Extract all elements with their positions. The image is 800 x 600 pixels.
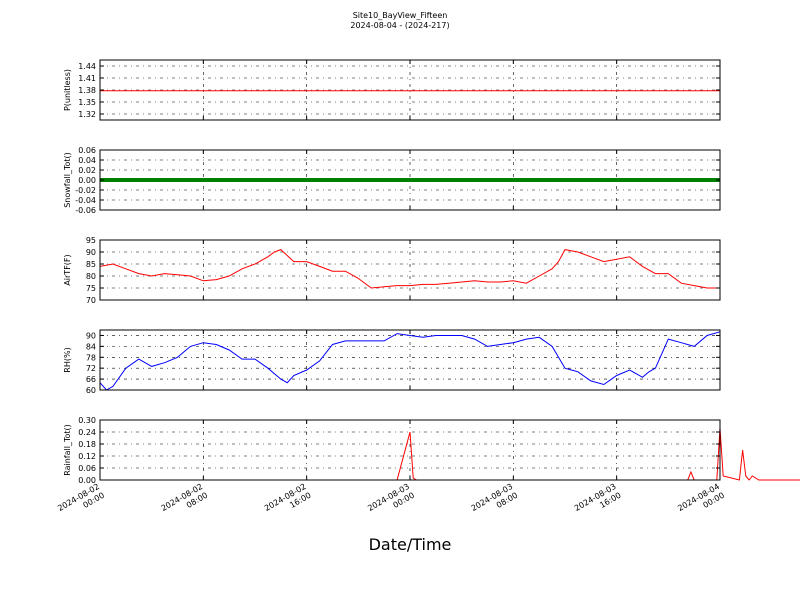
grid bbox=[99, 419, 721, 481]
x-axis-label: Date/Time bbox=[369, 535, 452, 554]
y-tick-label: 0.18 bbox=[78, 440, 96, 449]
y-tick-label: 0.04 bbox=[78, 156, 96, 165]
y-tick-label: 75 bbox=[86, 284, 96, 293]
y-axis-label: RH(%) bbox=[63, 347, 72, 372]
grid bbox=[99, 60, 721, 120]
y-tick-label: 0.30 bbox=[78, 416, 96, 425]
y-tick-label: 0.00 bbox=[78, 476, 96, 485]
grid bbox=[99, 330, 721, 391]
y-tick-label: 0.02 bbox=[78, 166, 96, 175]
y-tick-label: 1.44 bbox=[78, 62, 96, 71]
subplot-5: 0.00 0.06 0.12 0.18 0.24 0.30 Rainfall_Tot() bbox=[63, 416, 800, 485]
y-tick-label: 1.41 bbox=[78, 74, 96, 83]
y-tick-label: 78 bbox=[86, 353, 96, 362]
y-tick-label: 90 bbox=[86, 331, 96, 340]
y-tick-label: 1.38 bbox=[78, 86, 96, 95]
y-tick-label: 84 bbox=[86, 342, 96, 351]
y-tick-label: 66 bbox=[86, 375, 96, 384]
y-tick-label: 72 bbox=[86, 364, 96, 373]
series-line bbox=[99, 331, 721, 391]
y-axis-label: P(unitless) bbox=[63, 69, 72, 111]
series-line bbox=[99, 249, 720, 289]
y-tick-label: 90 bbox=[86, 248, 96, 257]
y-tick-label: -0.04 bbox=[75, 196, 96, 205]
series-line bbox=[100, 427, 800, 481]
y-tick-label: -0.02 bbox=[75, 186, 96, 195]
y-tick-label: 60 bbox=[86, 386, 96, 395]
y-tick-label: 70 bbox=[86, 296, 96, 305]
grid bbox=[99, 239, 721, 301]
y-tick-label: 0.24 bbox=[78, 428, 96, 437]
chart-subtitle: 2024-08-04 - (2024-217) bbox=[350, 21, 449, 30]
y-tick-label: 0.06 bbox=[78, 146, 96, 155]
y-axis-label: Snowfall_Tot() bbox=[63, 152, 72, 208]
y-axis-label: AirTF(F) bbox=[63, 254, 72, 285]
y-tick-label: 1.35 bbox=[78, 98, 96, 107]
y-tick-label: 1.32 bbox=[78, 110, 96, 119]
y-tick-label: 0.12 bbox=[78, 452, 96, 461]
y-tick-label: 0.06 bbox=[78, 464, 96, 473]
y-tick-label: 0.00 bbox=[78, 176, 96, 185]
y-tick-label: 95 bbox=[86, 236, 96, 245]
y-tick-label: 80 bbox=[86, 272, 96, 281]
subplot-panels: 1.321.351.381.411.44P(unitless)-0.06-0.0… bbox=[63, 59, 800, 485]
subplot-1: 1.32 1.35 1.38 1.41 1.44 P(unitless) bbox=[63, 59, 721, 121]
y-axis-label: Rainfall_Tot() bbox=[63, 424, 72, 476]
subplot-3: 70 75 80 85 90 95 AirTF(F) bbox=[63, 236, 721, 305]
chart-title: Site10_BayView_Fifteen bbox=[353, 11, 448, 20]
subplot-2: -0.06-0.04-0.020.000.020.040.06 Snowfall_… bbox=[63, 146, 721, 215]
y-tick-label: -0.06 bbox=[75, 206, 96, 215]
y-tick-label: 85 bbox=[86, 260, 96, 269]
subplot-4: 60 66 72 78 84 90 RH(%) bbox=[63, 329, 721, 395]
